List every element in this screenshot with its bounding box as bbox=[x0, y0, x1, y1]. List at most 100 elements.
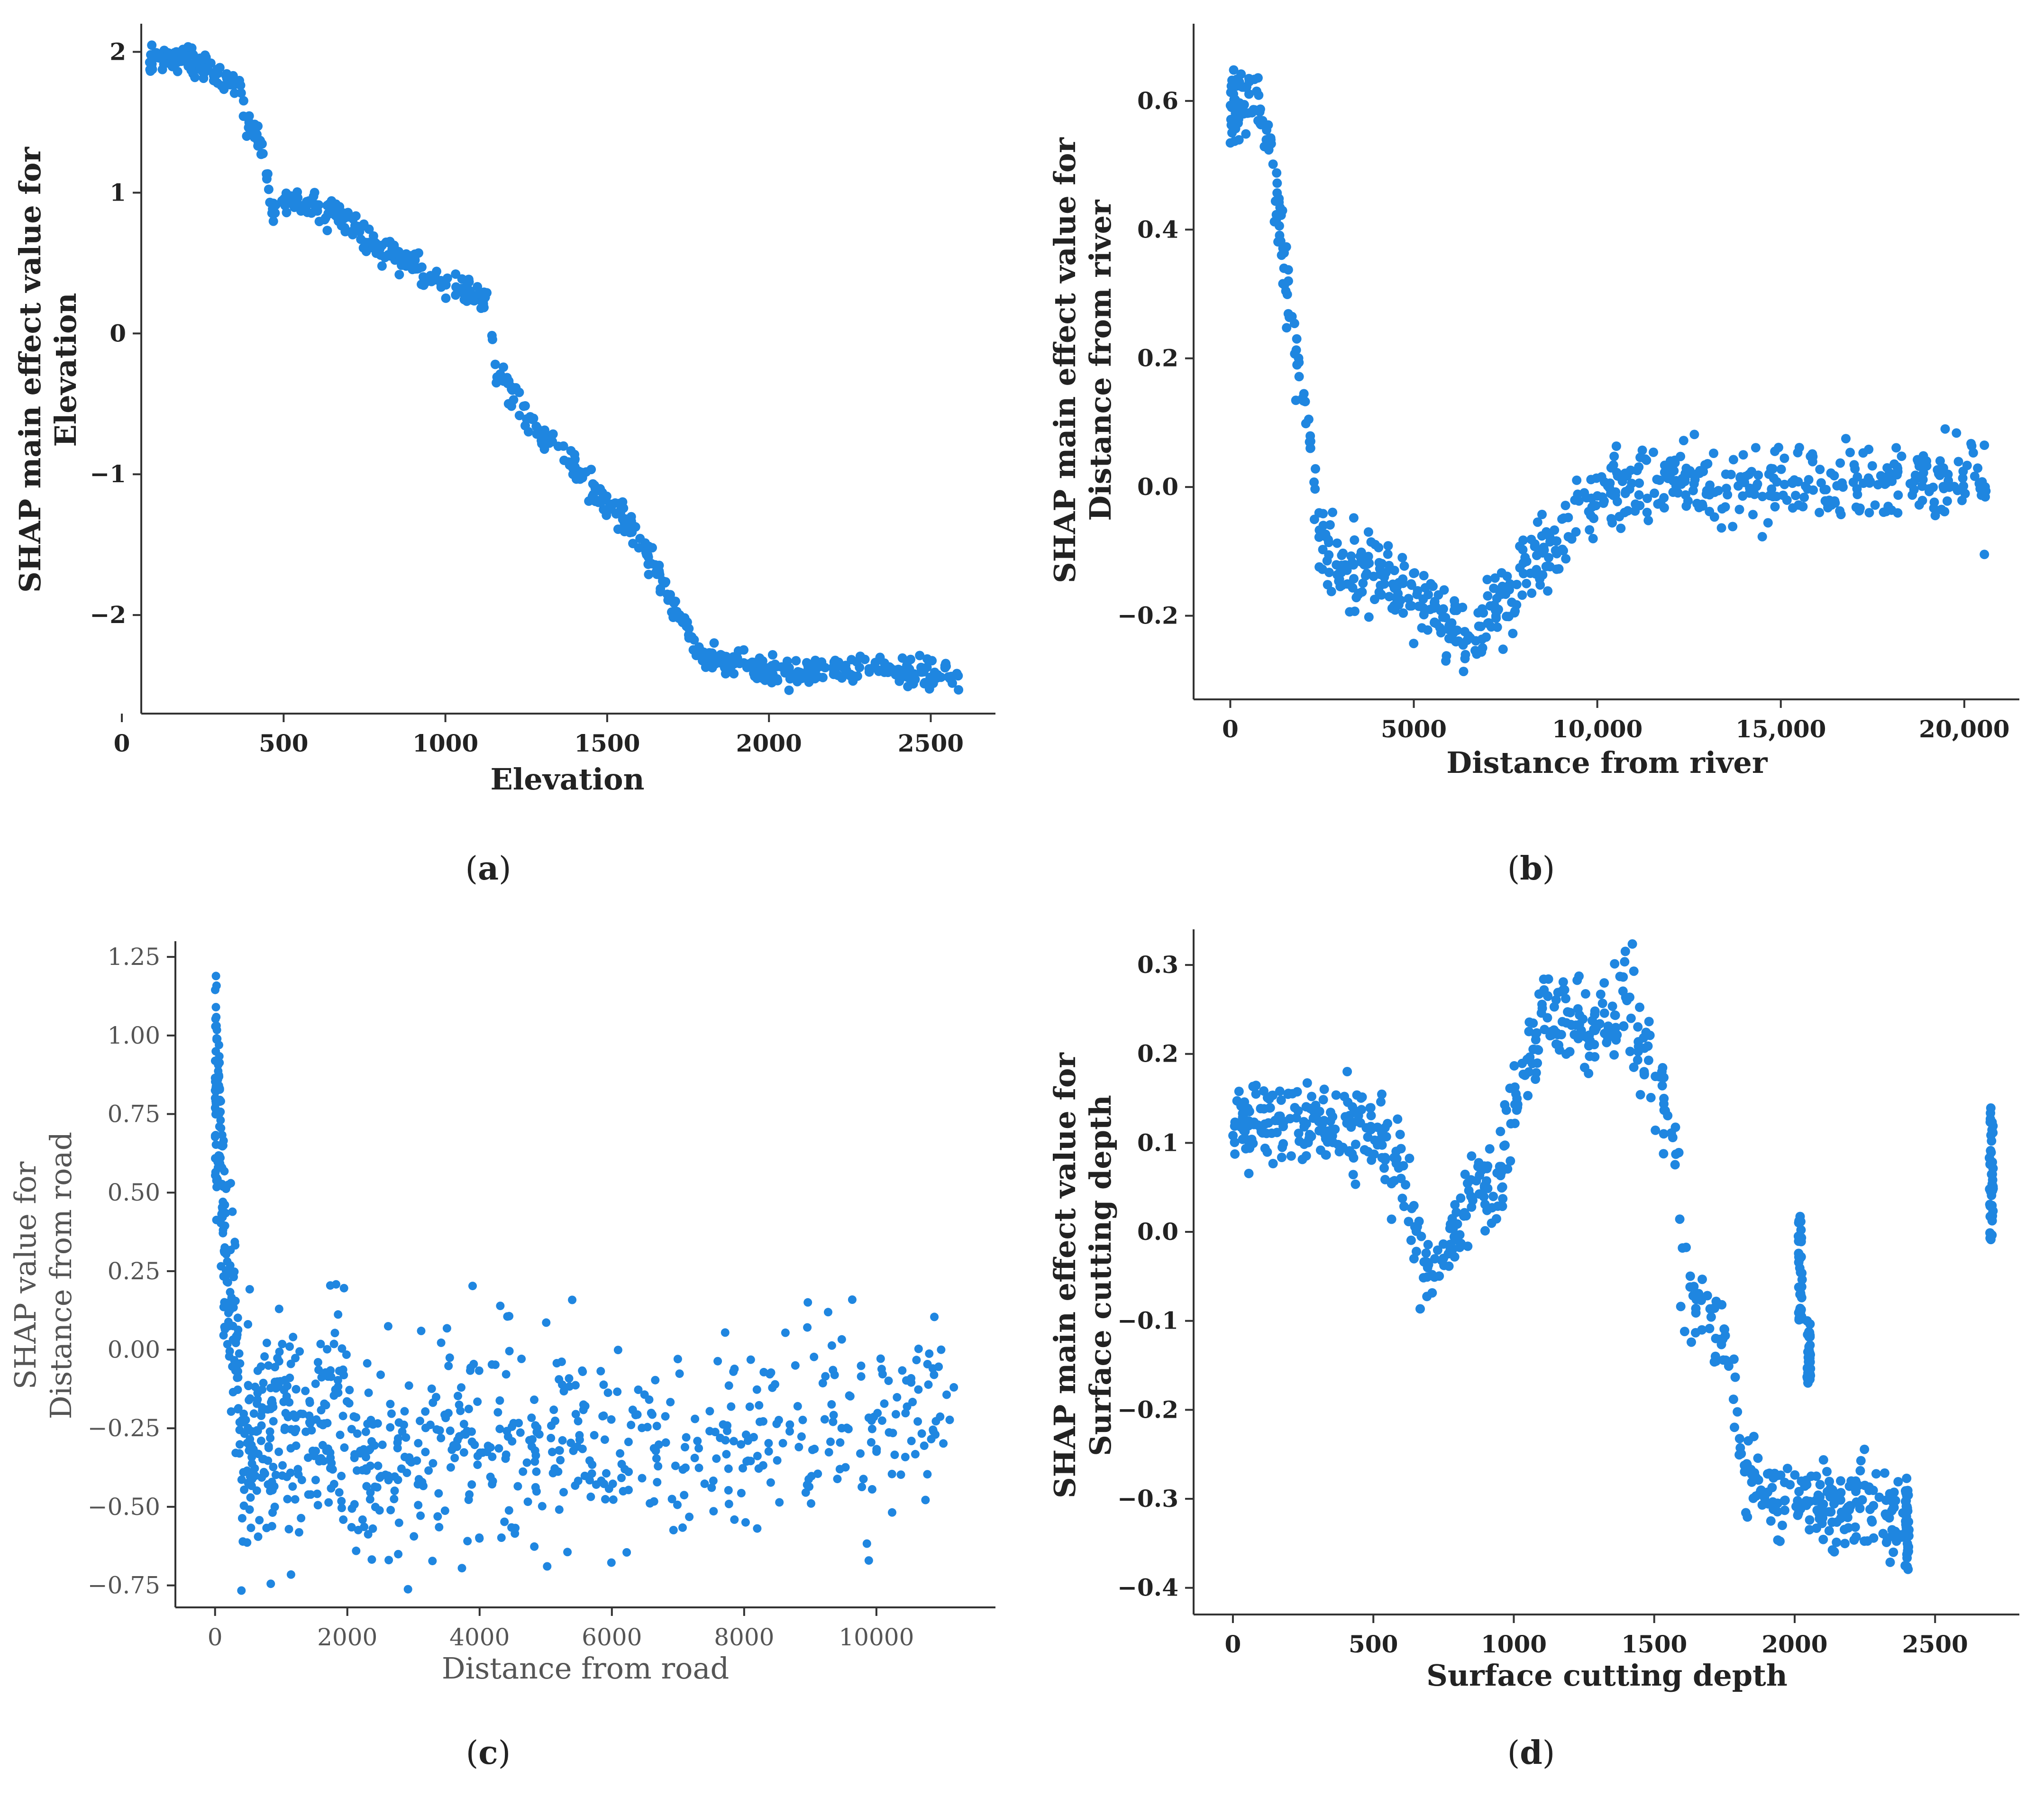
data-point bbox=[1314, 525, 1324, 535]
data-point bbox=[1282, 323, 1292, 333]
data-point bbox=[253, 1366, 262, 1375]
data-point bbox=[293, 1465, 302, 1474]
data-point bbox=[1529, 1044, 1539, 1054]
data-point bbox=[1508, 629, 1518, 638]
data-point bbox=[847, 655, 857, 665]
data-point bbox=[722, 1450, 731, 1459]
data-point bbox=[1522, 578, 1532, 588]
data-point bbox=[1865, 478, 1874, 488]
data-point bbox=[1985, 1159, 1995, 1169]
data-point bbox=[1642, 494, 1652, 503]
data-point bbox=[1565, 1047, 1575, 1056]
data-point bbox=[841, 1463, 850, 1472]
panel-d-points bbox=[1228, 939, 1998, 1574]
data-point bbox=[548, 1448, 557, 1457]
data-point bbox=[262, 174, 272, 184]
data-point bbox=[211, 1014, 220, 1023]
data-point bbox=[1304, 414, 1314, 424]
data-point bbox=[651, 1376, 660, 1385]
data-point bbox=[1936, 505, 1946, 514]
data-point bbox=[467, 1427, 476, 1436]
data-point bbox=[1279, 248, 1289, 258]
data-point bbox=[390, 1486, 399, 1495]
data-point bbox=[1801, 1500, 1811, 1510]
data-point bbox=[237, 1586, 246, 1595]
panel-a-caption-letter: a bbox=[478, 850, 499, 888]
panel-d-y-label-line-2: Surface cutting depth bbox=[1083, 1095, 1118, 1456]
data-point bbox=[1332, 560, 1341, 570]
data-point bbox=[403, 1585, 412, 1594]
data-point bbox=[1758, 492, 1767, 502]
data-point bbox=[1689, 430, 1699, 440]
data-point bbox=[237, 1514, 246, 1523]
data-point bbox=[234, 1404, 243, 1413]
data-point bbox=[1252, 86, 1261, 96]
data-point bbox=[764, 1439, 773, 1448]
data-point bbox=[1855, 1466, 1865, 1476]
data-point bbox=[1345, 607, 1355, 617]
data-point bbox=[857, 1372, 866, 1381]
data-point bbox=[824, 1308, 832, 1317]
data-point bbox=[858, 1483, 867, 1491]
data-point bbox=[1676, 1302, 1686, 1312]
data-point bbox=[1524, 1017, 1534, 1027]
data-point bbox=[579, 468, 589, 478]
data-point bbox=[1588, 533, 1598, 543]
data-point bbox=[377, 261, 387, 271]
panel-b-x-tick-label: 0 bbox=[1222, 715, 1239, 743]
data-point bbox=[1482, 575, 1492, 585]
data-point bbox=[410, 249, 420, 259]
data-point bbox=[1561, 1018, 1571, 1028]
data-point bbox=[888, 1508, 896, 1517]
data-point bbox=[1409, 639, 1419, 649]
data-point bbox=[1642, 507, 1652, 517]
data-point bbox=[233, 1373, 242, 1382]
data-point bbox=[1679, 1327, 1689, 1337]
data-point bbox=[1487, 1203, 1497, 1213]
data-point bbox=[739, 1464, 747, 1473]
data-point bbox=[900, 665, 910, 675]
panel-c-y-ticks: 1.25 1.00 0.75 0.50 0.25 0.00 −0.25 −0.50 −0.75 bbox=[88, 943, 175, 1599]
data-point bbox=[1626, 465, 1635, 475]
data-point bbox=[247, 1453, 256, 1462]
data-point bbox=[1694, 1289, 1704, 1299]
data-point bbox=[507, 385, 517, 395]
data-point bbox=[478, 1448, 487, 1457]
data-point bbox=[414, 1501, 423, 1510]
panel-a-points bbox=[145, 40, 964, 695]
data-point bbox=[1934, 469, 1944, 479]
panel-d-y-tick-label: −0.1 bbox=[1117, 1307, 1178, 1335]
data-point bbox=[467, 1480, 476, 1489]
data-point bbox=[217, 1262, 226, 1271]
data-point bbox=[1534, 989, 1544, 999]
data-point bbox=[1589, 514, 1598, 523]
data-point bbox=[386, 1505, 395, 1514]
data-point bbox=[1585, 1051, 1595, 1061]
data-point bbox=[1349, 513, 1359, 523]
data-point bbox=[1497, 1183, 1506, 1193]
data-point bbox=[1795, 1307, 1805, 1317]
data-point bbox=[1554, 1045, 1564, 1055]
data-point bbox=[1314, 508, 1324, 518]
data-point bbox=[1301, 1151, 1311, 1161]
data-point bbox=[867, 1424, 876, 1433]
data-point bbox=[255, 1516, 264, 1525]
data-point bbox=[737, 1489, 746, 1497]
data-point bbox=[1334, 1147, 1344, 1156]
data-point bbox=[1780, 1505, 1789, 1515]
data-point bbox=[1930, 511, 1940, 521]
data-point bbox=[375, 1506, 384, 1515]
data-point bbox=[824, 1448, 833, 1457]
data-point bbox=[1229, 65, 1239, 75]
data-point bbox=[1900, 1496, 1910, 1506]
data-point bbox=[791, 656, 801, 666]
data-point bbox=[667, 1495, 676, 1504]
data-point bbox=[1498, 1194, 1508, 1204]
data-point bbox=[358, 243, 368, 253]
data-point bbox=[917, 1429, 926, 1438]
data-point bbox=[377, 1472, 385, 1481]
data-point bbox=[531, 1483, 540, 1492]
data-point bbox=[1388, 1176, 1398, 1186]
data-point bbox=[711, 1428, 720, 1437]
data-point bbox=[305, 1397, 314, 1405]
